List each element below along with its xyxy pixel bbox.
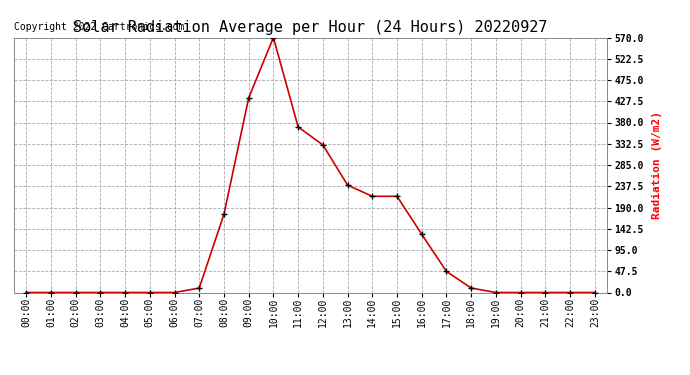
Y-axis label: Radiation (W/m2): Radiation (W/m2) <box>652 111 662 219</box>
Text: Copyright 2022 Cartronics.com: Copyright 2022 Cartronics.com <box>14 22 184 32</box>
Title: Solar Radiation Average per Hour (24 Hours) 20220927: Solar Radiation Average per Hour (24 Hou… <box>73 20 548 35</box>
